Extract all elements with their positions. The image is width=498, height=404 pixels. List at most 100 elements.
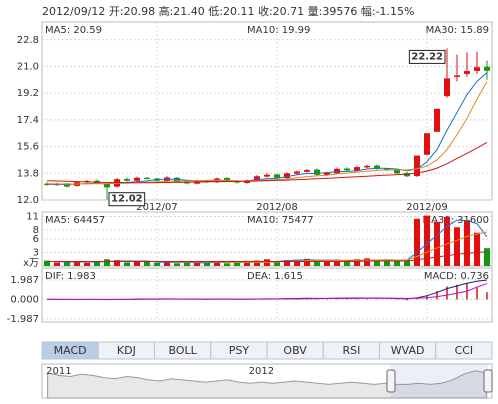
tab-label[interactable]: OBV: [283, 344, 307, 357]
candle-body: [354, 167, 360, 171]
x-tick-label: 2012/09: [406, 202, 448, 213]
panel-frame: [41, 267, 493, 323]
legend-entry: MA10: 19.99: [247, 25, 310, 36]
navigator-label: 2012: [249, 366, 274, 377]
navigator-area: [47, 370, 487, 399]
candle-body: [174, 177, 180, 183]
volume-bar: [234, 262, 240, 266]
unit-label: x万: [23, 258, 39, 269]
y-tick-label: 12.0: [17, 195, 39, 206]
legend-entry: DEA: 1.615: [247, 271, 303, 282]
candle-body: [444, 78, 450, 97]
volume-bar: [484, 248, 490, 266]
y-tick-label: 1.987: [10, 275, 39, 286]
candle-body: [374, 165, 380, 169]
candle-body: [294, 171, 300, 174]
candle-body: [124, 178, 130, 181]
navigator-label: 2011: [46, 366, 71, 377]
volume-bar: [444, 216, 450, 266]
candle-body: [474, 67, 480, 71]
tab-label[interactable]: RSI: [342, 344, 360, 357]
ma-line: [47, 251, 488, 262]
volume-bar: [404, 259, 410, 266]
candle-body: [224, 178, 230, 181]
volume-bar: [454, 227, 460, 266]
volume-bar: [84, 262, 90, 266]
volume-bar: [434, 221, 440, 266]
tab-label[interactable]: BOLL: [168, 344, 197, 357]
y-tick-label: 0.000: [10, 294, 39, 305]
volume-bar: [154, 262, 160, 266]
candle-body: [304, 170, 310, 172]
navigator-handle[interactable]: [483, 369, 493, 393]
x-tick-label: 2012/07: [136, 202, 178, 213]
tab-label[interactable]: MACD: [54, 344, 87, 357]
candle-body: [394, 169, 400, 174]
candle-body: [314, 169, 320, 175]
annotation-box: [108, 192, 146, 207]
legend-entry: MA5: 64457: [45, 215, 105, 226]
candle-body: [414, 155, 420, 176]
y-tick-label: 19.2: [17, 88, 39, 99]
ma-line: [46, 141, 488, 184]
y-tick-label: 21.0: [17, 62, 39, 73]
volume-bar: [284, 260, 290, 266]
legend-entry: MACD: 0.736: [424, 271, 489, 282]
y-tick-label: 15.6: [17, 142, 39, 153]
volume-bar: [314, 261, 320, 266]
candle-body: [144, 177, 150, 179]
header-quote: 2012/09/12 开:20.98 高:21.40 低:20.11 收:20.…: [42, 4, 415, 18]
ma-line: [46, 81, 488, 185]
candle-body: [134, 177, 140, 181]
volume-bar: [144, 261, 150, 266]
tab-label[interactable]: KDJ: [117, 344, 136, 357]
volume-bar: [334, 259, 340, 266]
volume-bar: [424, 215, 430, 266]
y-tick-label: -1.987: [7, 314, 39, 325]
candle-body: [334, 168, 340, 174]
tab-label[interactable]: CCI: [455, 344, 474, 357]
volume-bar: [414, 218, 420, 266]
volume-bar: [94, 261, 100, 266]
navigator-selection: [391, 364, 488, 398]
volume-bar: [384, 261, 390, 266]
y-tick-label: 11: [26, 212, 39, 223]
extreme-annotation: 22.22: [408, 49, 446, 64]
candle-body: [364, 165, 370, 168]
candle-body: [424, 133, 430, 155]
indicator-tab[interactable]: [435, 341, 493, 360]
legend-entry: MA5: 20.59: [45, 25, 102, 36]
volume-bar: [304, 258, 310, 266]
volume-bar: [474, 232, 480, 266]
annotation-label: 12.02: [111, 194, 143, 205]
volume-bar: [124, 262, 130, 266]
navigator-handle[interactable]: [386, 369, 396, 393]
volume-bar: [354, 259, 360, 266]
legend-entry: MA30: 15.89: [426, 25, 489, 36]
candle-body: [384, 168, 390, 171]
volume-bar: [44, 260, 50, 266]
candle-body: [454, 75, 460, 77]
candle-body: [344, 168, 350, 171]
candle-body: [274, 174, 280, 178]
volume-bar: [324, 261, 330, 266]
tab-label[interactable]: PSY: [229, 344, 250, 357]
y-tick-label: 3: [33, 248, 39, 259]
volume-bar: [464, 220, 470, 266]
candle-body: [284, 173, 290, 179]
legend-entry: MA10: 75477: [247, 215, 314, 226]
annotation-box: [408, 49, 446, 64]
volume-bar: [344, 260, 350, 266]
volume-bar: [364, 258, 370, 266]
volume-bar: [74, 261, 80, 266]
tab-label[interactable]: WVAD: [391, 344, 425, 357]
y-tick-label: 17.4: [17, 115, 39, 126]
volume-bar: [204, 262, 210, 266]
volume-bar: [394, 261, 400, 266]
y-tick-label: 13.8: [17, 168, 39, 179]
candle-body: [324, 173, 330, 176]
volume-bar: [134, 261, 140, 266]
volume-bar: [224, 263, 230, 266]
candle-body: [254, 176, 260, 181]
